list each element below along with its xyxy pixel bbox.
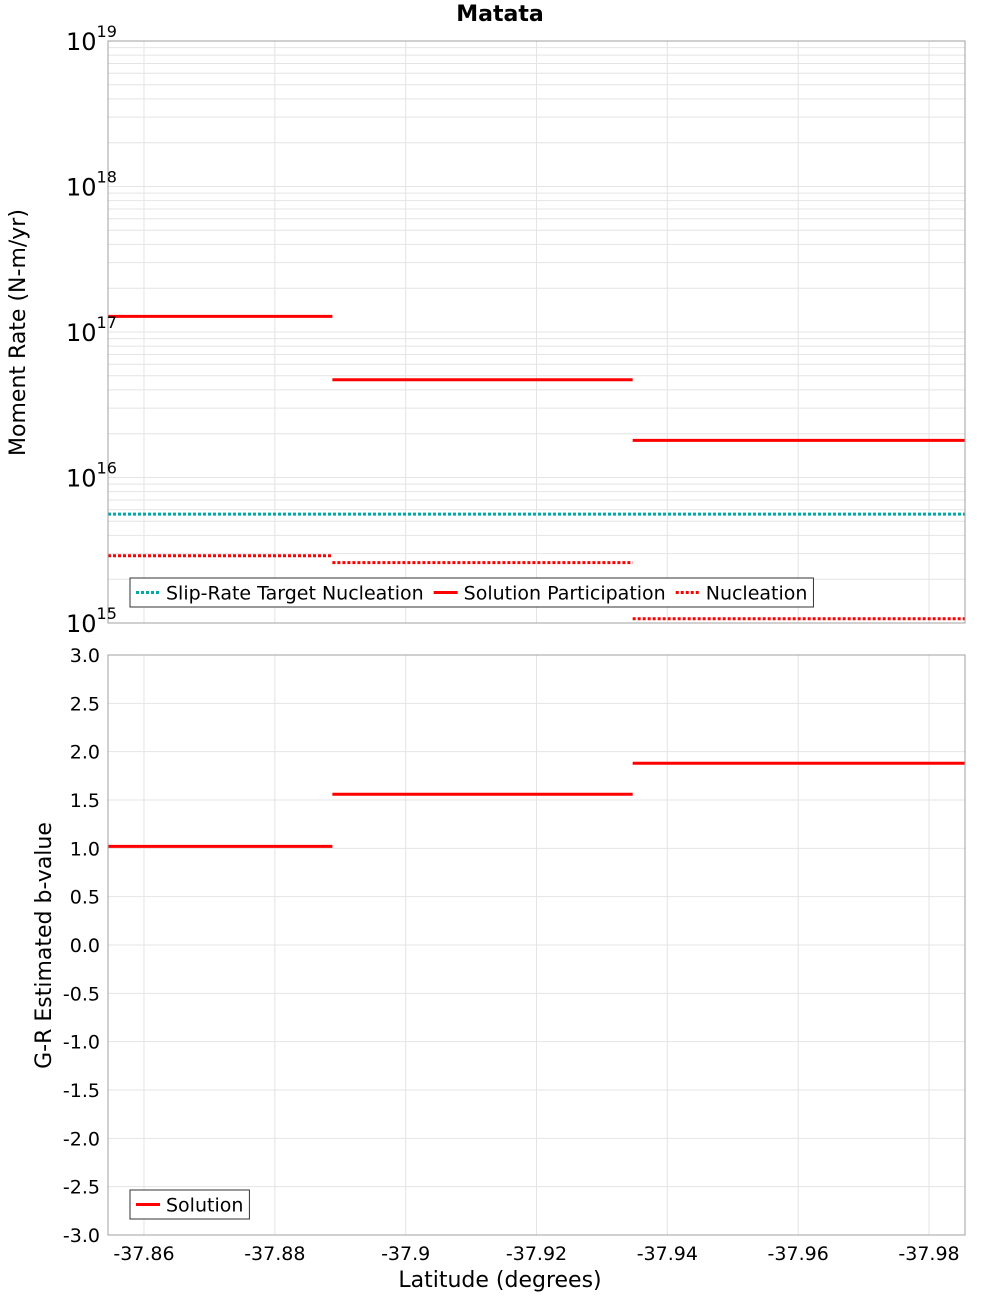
y-tick-label: -3.0 <box>63 1225 100 1247</box>
y-tick-label: -1.5 <box>63 1080 100 1102</box>
legend-moment-rate: Slip-Rate Target Nucleation Solution Part… <box>129 577 814 608</box>
x-tick-label: -37.86 <box>113 1243 174 1265</box>
legend-box <box>129 577 814 608</box>
y-tick-label: -2.0 <box>63 1128 100 1150</box>
y-tick-label: 1.5 <box>70 790 100 812</box>
y-tick-label: 1016 <box>66 459 117 493</box>
y-axis-label-b-value: G-R Estimated b-value <box>31 821 57 1069</box>
y-tick-label: -0.5 <box>63 983 100 1005</box>
x-tick-label: -37.98 <box>898 1243 959 1265</box>
legend-b-value: Solution <box>129 1189 250 1220</box>
x-tick-label: -37.9 <box>381 1243 430 1265</box>
x-tick-label: -37.96 <box>768 1243 829 1265</box>
y-tick-label: 1018 <box>66 168 117 202</box>
y-tick-label: 1019 <box>66 22 117 56</box>
plot-frame-moment-rate <box>107 40 966 624</box>
y-tick-label: 0.5 <box>70 887 100 909</box>
y-tick-label: 1015 <box>66 604 117 638</box>
y-axis-label-moment-rate: Moment Rate (N-m/yr) <box>5 208 31 456</box>
y-tick-label: 1.0 <box>70 838 100 860</box>
legend-entry: Nucleation <box>706 583 808 605</box>
x-tick-label: -37.88 <box>244 1243 305 1265</box>
y-tick-label: -1.0 <box>63 1032 100 1054</box>
x-axis-label: Latitude (degrees) <box>398 1268 602 1293</box>
plot-frame-b-value <box>107 654 966 1236</box>
y-tick-label: 1017 <box>66 313 117 347</box>
y-tick-label: -2.5 <box>63 1177 100 1199</box>
y-tick-label: 2.5 <box>70 693 100 715</box>
y-tick-label: 2.0 <box>70 742 100 764</box>
x-tick-label: -37.92 <box>506 1243 567 1265</box>
legend-entry: Slip-Rate Target Nucleation <box>166 583 424 605</box>
y-tick-label: 3.0 <box>70 645 100 667</box>
legend-entry: Solution <box>166 1195 243 1217</box>
chart-title: Matata <box>456 2 544 27</box>
legend-entry: Solution Participation <box>464 583 666 605</box>
x-tick-label: -37.94 <box>637 1243 698 1265</box>
y-tick-label: 0.0 <box>70 935 100 957</box>
